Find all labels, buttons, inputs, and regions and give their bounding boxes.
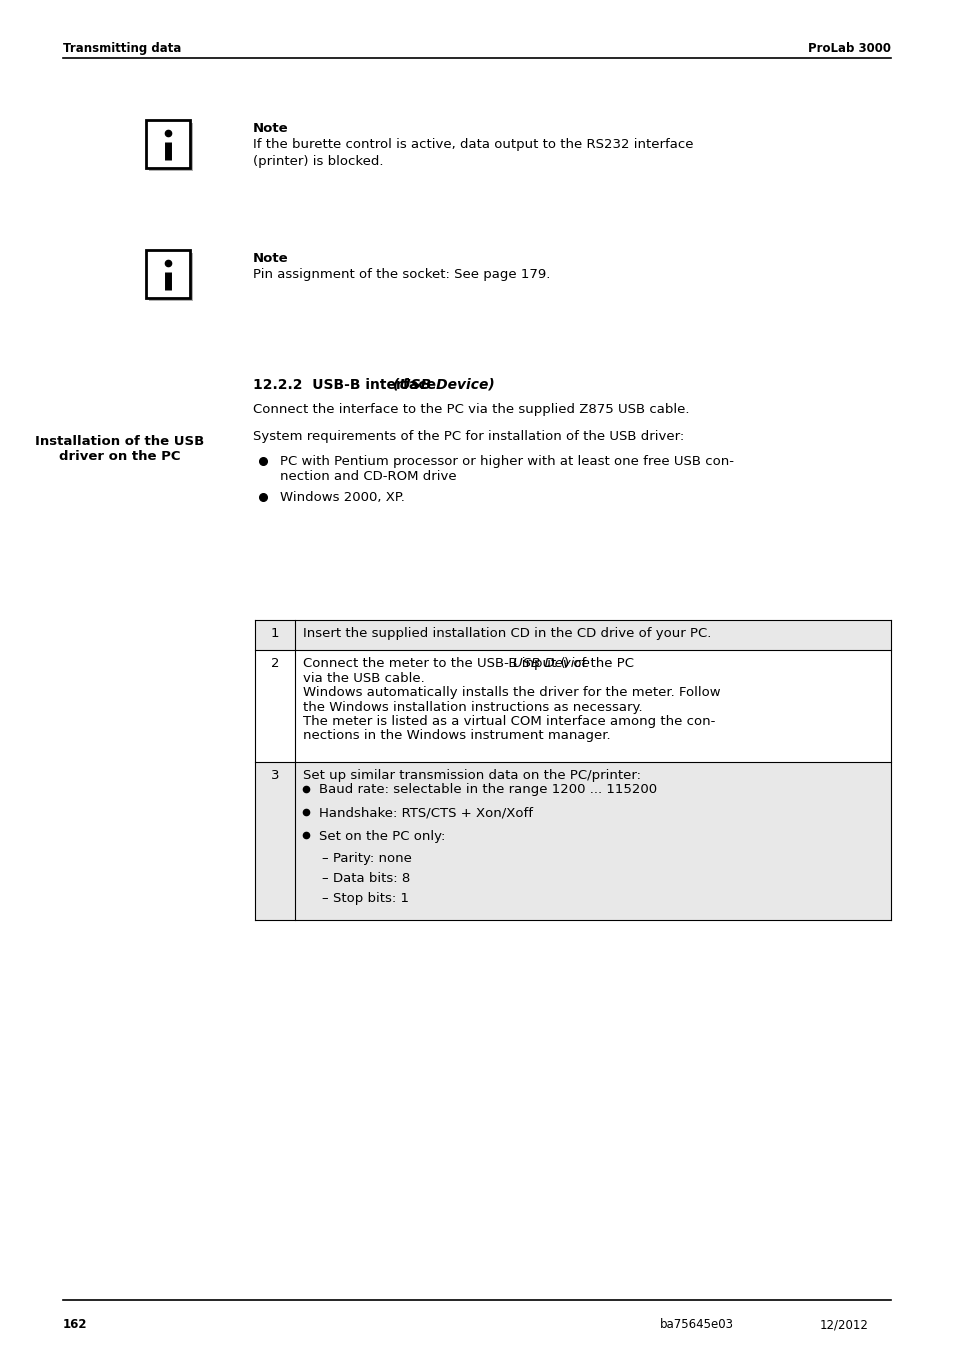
Text: Set up similar transmission data on the PC/printer:: Set up similar transmission data on the … [303,769,640,782]
Text: Parity: none: Parity: none [333,851,412,865]
Text: Installation of the USB: Installation of the USB [35,435,204,449]
Text: PC with Pentium processor or higher with at least one free USB con-: PC with Pentium processor or higher with… [280,455,733,467]
Text: nection and CD-ROM drive: nection and CD-ROM drive [280,470,456,482]
Bar [254,762,890,920]
Text: 2: 2 [271,657,279,670]
Text: –: – [320,871,327,885]
Text: 12/2012: 12/2012 [820,1319,868,1331]
Bar [146,120,190,168]
Text: ProLab 3000: ProLab 3000 [807,42,890,55]
Text: nections in the Windows instrument manager.: nections in the Windows instrument manag… [303,730,610,743]
Text: Note: Note [253,253,289,265]
Bar [149,123,193,172]
Text: If the burette control is active, data output to the RS232 interface
(printer) i: If the burette control is active, data o… [253,138,693,168]
Text: –: – [320,851,327,865]
Text: 3: 3 [271,769,279,782]
Bar [254,620,890,650]
Text: 1: 1 [271,627,279,640]
Text: 162: 162 [63,1319,88,1331]
Bar [146,250,190,299]
Text: Connect the interface to the PC via the supplied Z875 USB cable.: Connect the interface to the PC via the … [253,403,689,416]
Text: Transmitting data: Transmitting data [63,42,181,55]
Text: System requirements of the PC for installation of the USB driver:: System requirements of the PC for instal… [253,430,683,443]
Text: The meter is listed as a virtual COM interface among the con-: The meter is listed as a virtual COM int… [303,715,715,728]
Bar [149,253,193,301]
Text: Handshake: RTS/CTS + Xon/Xoff: Handshake: RTS/CTS + Xon/Xoff [318,807,533,820]
Text: Data bits: 8: Data bits: 8 [333,871,410,885]
Text: 12.2.2  USB-B interface: 12.2.2 USB-B interface [253,378,440,392]
Text: Baud rate: selectable in the range 1200 ... 115200: Baud rate: selectable in the range 1200 … [318,784,657,797]
Text: Stop bits: 1: Stop bits: 1 [333,892,409,905]
Text: ba75645e03: ba75645e03 [659,1319,733,1331]
Text: Windows 2000, XP.: Windows 2000, XP. [280,490,404,504]
Text: driver on the PC: driver on the PC [59,450,180,463]
Text: via the USB cable.: via the USB cable. [303,671,424,685]
Text: Insert the supplied installation CD in the CD drive of your PC.: Insert the supplied installation CD in t… [303,627,711,640]
Text: USB Device: USB Device [512,657,589,670]
Text: Pin assignment of the socket: See page 179.: Pin assignment of the socket: See page 1… [253,267,550,281]
Text: ) of the PC: ) of the PC [563,657,633,670]
Text: Connect the meter to the USB-B input (: Connect the meter to the USB-B input ( [303,657,565,670]
Text: Windows automatically installs the driver for the meter. Follow: Windows automatically installs the drive… [303,686,720,698]
Text: –: – [320,892,327,905]
Text: Set on the PC only:: Set on the PC only: [318,830,445,843]
Text: the Windows installation instructions as necessary.: the Windows installation instructions as… [303,701,642,713]
Text: Note: Note [253,122,289,135]
Text: (USB Device): (USB Device) [393,378,495,392]
